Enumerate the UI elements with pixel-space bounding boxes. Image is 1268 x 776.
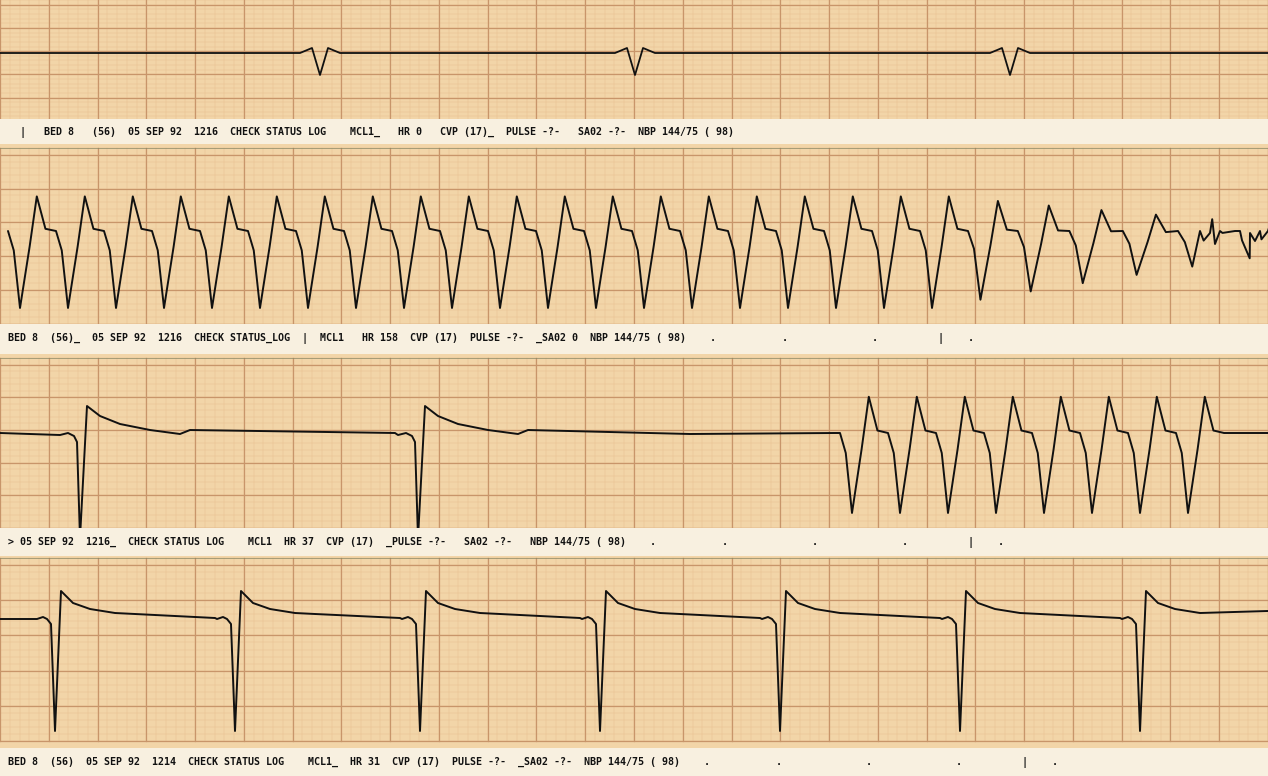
Text: BED 8  (56)_  05 SEP 92  1216  CHECK STATUS_LOG  |  MCL1   HR 158  CVP (17)  PUL: BED 8 (56)_ 05 SEP 92 1216 CHECK STATUS_… xyxy=(8,334,974,345)
Bar xyxy=(0,358,1268,528)
Bar xyxy=(0,558,1268,741)
Text: |   BED 8   (56)  05 SEP 92  1216  CHECK STATUS LOG    MCL1_   HR 0   CVP (17)_ : | BED 8 (56) 05 SEP 92 1216 CHECK STATUS… xyxy=(8,126,734,137)
Bar xyxy=(0,528,1268,556)
Bar xyxy=(0,0,1268,121)
Text: BED 8  (56)  05 SEP 92  1214  CHECK STATUS LOG    MCL1_  HR 31  CVP (17)  PULSE : BED 8 (56) 05 SEP 92 1214 CHECK STATUS L… xyxy=(8,757,1058,767)
Bar xyxy=(0,324,1268,354)
Bar xyxy=(0,119,1268,144)
Bar xyxy=(0,148,1268,324)
Text: > 05 SEP 92  1216_  CHECK STATUS LOG    MCL1  HR 37  CVP (17)  _PULSE -?-   SA02: > 05 SEP 92 1216_ CHECK STATUS LOG MCL1 … xyxy=(8,536,1004,548)
Bar xyxy=(0,748,1268,776)
